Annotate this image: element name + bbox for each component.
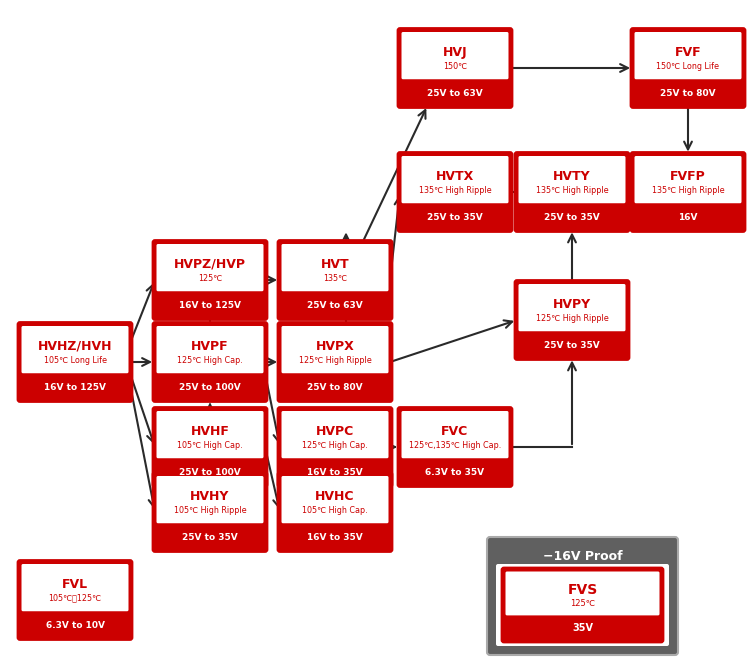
FancyBboxPatch shape — [515, 280, 629, 360]
Text: HVHF: HVHF — [190, 424, 230, 438]
Text: 25V to 35V: 25V to 35V — [427, 213, 483, 222]
Text: 25V to 35V: 25V to 35V — [544, 341, 600, 350]
FancyBboxPatch shape — [278, 323, 392, 401]
Text: 125℃ High Cap.: 125℃ High Cap. — [302, 441, 368, 449]
Text: 125℃: 125℃ — [570, 599, 595, 608]
Text: 16V to 35V: 16V to 35V — [308, 533, 363, 542]
FancyBboxPatch shape — [398, 152, 512, 232]
FancyBboxPatch shape — [634, 32, 742, 79]
Text: 150℃ Long Life: 150℃ Long Life — [656, 62, 719, 71]
FancyBboxPatch shape — [18, 323, 132, 401]
Text: 125℃ High Ripple: 125℃ High Ripple — [536, 314, 608, 323]
FancyBboxPatch shape — [496, 564, 669, 646]
Text: HVJ: HVJ — [442, 46, 467, 59]
FancyBboxPatch shape — [157, 476, 263, 523]
FancyBboxPatch shape — [281, 326, 388, 374]
Text: 25V to 63V: 25V to 63V — [308, 300, 363, 310]
Text: 25V to 100V: 25V to 100V — [179, 383, 241, 391]
Text: 150℃: 150℃ — [443, 62, 467, 71]
Text: 135℃ High Ripple: 135℃ High Ripple — [419, 185, 491, 195]
Text: 125℃ High Ripple: 125℃ High Ripple — [298, 356, 371, 365]
Text: FVS: FVS — [567, 583, 598, 597]
Text: HVHZ/HVH: HVHZ/HVH — [38, 340, 112, 352]
Text: HVPC: HVPC — [316, 424, 354, 438]
FancyBboxPatch shape — [157, 411, 263, 458]
Text: FVL: FVL — [62, 578, 88, 591]
Text: 135℃ High Ripple: 135℃ High Ripple — [652, 185, 724, 195]
FancyBboxPatch shape — [398, 407, 512, 486]
Text: 105℃ Long Life: 105℃ Long Life — [44, 356, 106, 365]
Text: FVC: FVC — [441, 424, 469, 438]
Text: 25V to 100V: 25V to 100V — [179, 468, 241, 477]
Text: 25V to 35V: 25V to 35V — [182, 533, 238, 542]
FancyBboxPatch shape — [281, 476, 388, 523]
FancyBboxPatch shape — [398, 28, 512, 108]
Text: HVPY: HVPY — [553, 298, 591, 311]
Text: HVPX: HVPX — [316, 340, 354, 352]
Text: 25V to 80V: 25V to 80V — [308, 383, 363, 391]
Text: HVTX: HVTX — [436, 170, 474, 183]
Text: HVTY: HVTY — [554, 170, 591, 183]
FancyBboxPatch shape — [278, 240, 392, 319]
Text: 16V to 35V: 16V to 35V — [308, 468, 363, 477]
Text: FVF: FVF — [675, 46, 701, 59]
FancyBboxPatch shape — [278, 407, 392, 486]
Text: 16V: 16V — [678, 213, 698, 222]
Text: 105℃・125℃: 105℃・125℃ — [49, 594, 101, 603]
FancyBboxPatch shape — [157, 326, 263, 374]
Text: 35V: 35V — [572, 624, 593, 634]
FancyBboxPatch shape — [153, 473, 267, 552]
Text: 25V to 35V: 25V to 35V — [544, 213, 600, 222]
FancyBboxPatch shape — [153, 323, 267, 401]
Text: 25V to 63V: 25V to 63V — [427, 88, 483, 98]
FancyBboxPatch shape — [631, 28, 745, 108]
FancyBboxPatch shape — [634, 156, 742, 203]
FancyBboxPatch shape — [515, 152, 629, 232]
FancyBboxPatch shape — [506, 572, 659, 615]
Text: 6.3V to 35V: 6.3V to 35V — [425, 468, 484, 477]
FancyBboxPatch shape — [22, 564, 128, 611]
FancyBboxPatch shape — [18, 560, 132, 640]
Text: HVT: HVT — [321, 257, 350, 271]
Text: 125℃,135℃ High Cap.: 125℃,135℃ High Cap. — [409, 441, 501, 449]
FancyBboxPatch shape — [502, 568, 663, 642]
Text: −16V Proof: −16V Proof — [543, 550, 622, 562]
FancyBboxPatch shape — [518, 156, 626, 203]
Text: HVPZ/HVP: HVPZ/HVP — [174, 257, 246, 271]
Text: 135℃ High Ripple: 135℃ High Ripple — [536, 185, 608, 195]
Text: 135℃: 135℃ — [323, 274, 347, 282]
Text: 105℃ High Cap.: 105℃ High Cap. — [302, 506, 368, 515]
FancyBboxPatch shape — [278, 473, 392, 552]
Text: 125℃ High Cap.: 125℃ High Cap. — [177, 356, 243, 365]
FancyBboxPatch shape — [153, 240, 267, 319]
FancyBboxPatch shape — [153, 407, 267, 486]
FancyBboxPatch shape — [22, 326, 128, 374]
Text: FVFP: FVFP — [670, 170, 706, 183]
Text: 6.3V to 10V: 6.3V to 10V — [46, 620, 104, 630]
Text: HVHY: HVHY — [190, 490, 230, 502]
FancyBboxPatch shape — [401, 32, 508, 79]
Text: 105℃ High Cap.: 105℃ High Cap. — [177, 441, 243, 449]
FancyBboxPatch shape — [631, 152, 745, 232]
FancyBboxPatch shape — [518, 284, 626, 331]
Text: HVPF: HVPF — [191, 340, 229, 352]
FancyBboxPatch shape — [401, 411, 508, 458]
Text: 125℃: 125℃ — [198, 274, 222, 282]
Text: 25V to 80V: 25V to 80V — [660, 88, 716, 98]
Text: HVHC: HVHC — [315, 490, 355, 502]
FancyBboxPatch shape — [487, 537, 678, 655]
Text: 16V to 125V: 16V to 125V — [44, 383, 106, 391]
FancyBboxPatch shape — [401, 156, 508, 203]
FancyBboxPatch shape — [281, 244, 388, 291]
Text: 105℃ High Ripple: 105℃ High Ripple — [174, 506, 246, 515]
Text: 16V to 125V: 16V to 125V — [179, 300, 241, 310]
FancyBboxPatch shape — [157, 244, 263, 291]
FancyBboxPatch shape — [281, 411, 388, 458]
